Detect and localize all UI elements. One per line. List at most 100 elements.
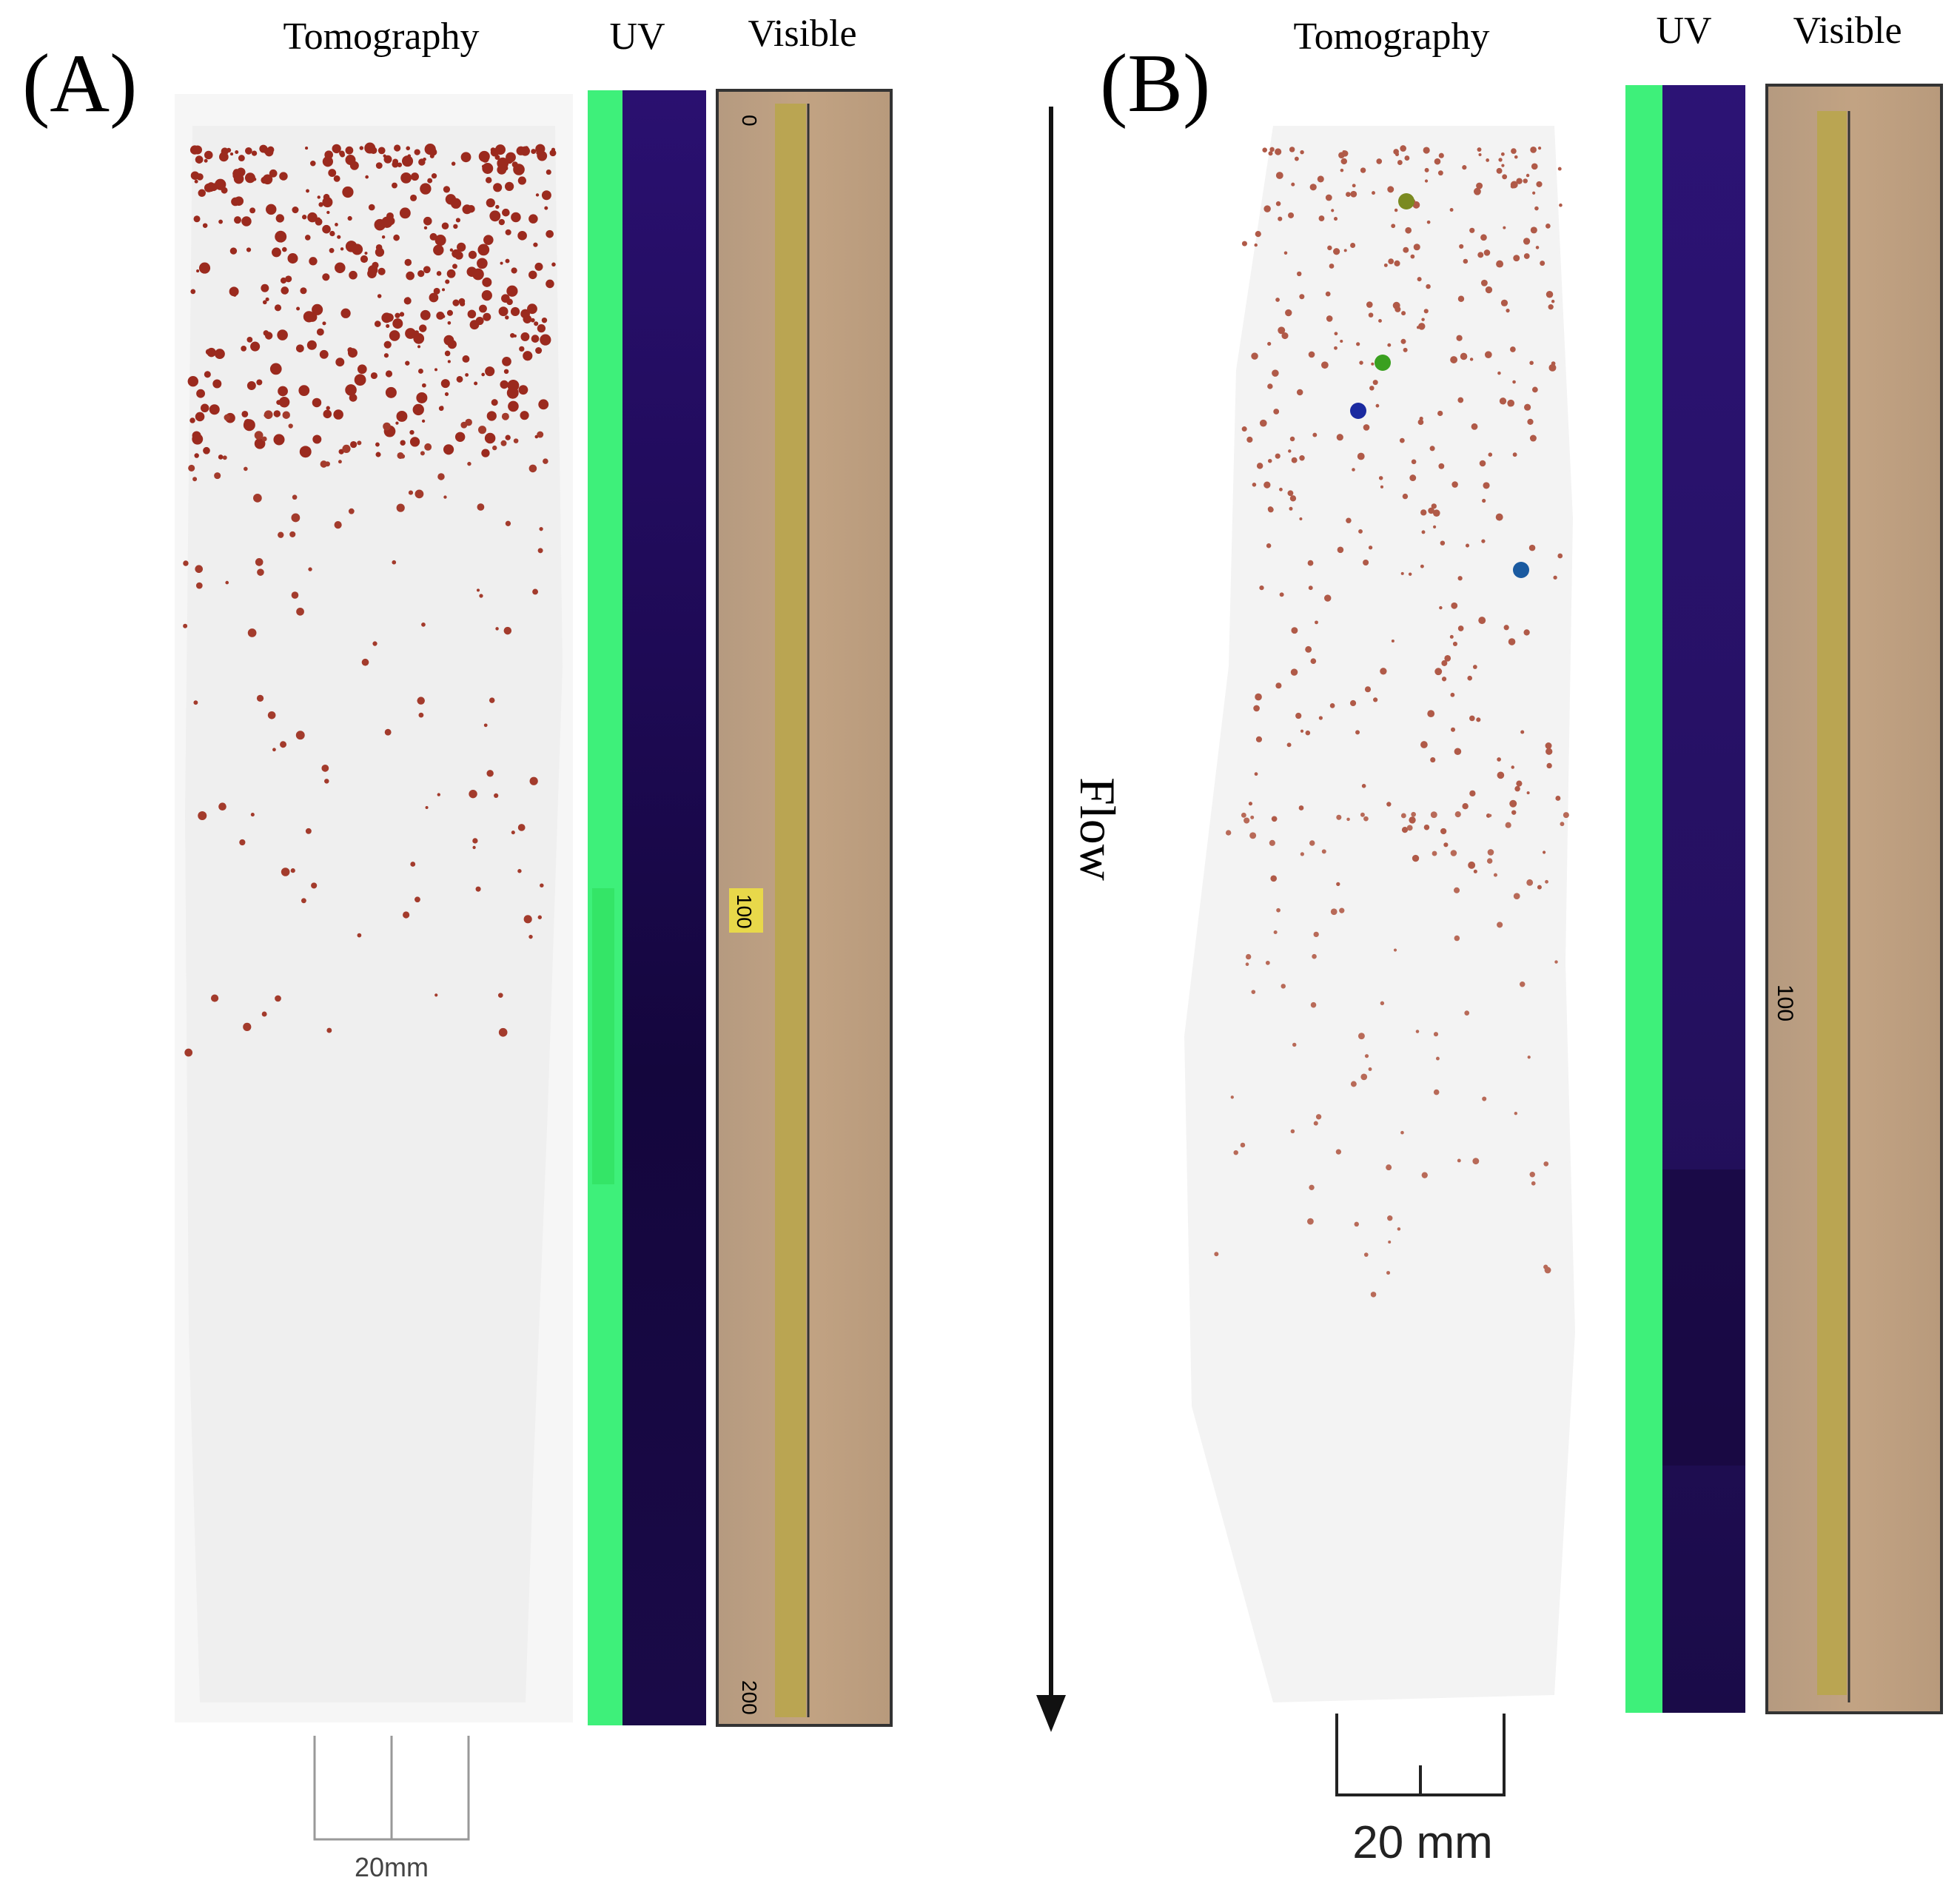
particle <box>312 303 323 315</box>
particle <box>437 473 445 480</box>
particle <box>494 793 499 798</box>
particle <box>1253 705 1260 712</box>
particle <box>1363 559 1369 566</box>
particle <box>1245 953 1252 960</box>
particle <box>537 431 544 438</box>
particle <box>544 206 548 210</box>
particle <box>1428 507 1434 514</box>
particle <box>198 189 206 198</box>
particle <box>261 1011 267 1017</box>
particle <box>500 261 503 265</box>
particle <box>462 355 470 363</box>
particle <box>531 335 540 343</box>
particle <box>1500 152 1505 156</box>
particle <box>1279 487 1283 491</box>
particle <box>1421 530 1426 534</box>
particle <box>337 235 341 239</box>
particle <box>1441 660 1448 666</box>
particle <box>340 247 344 251</box>
particle <box>322 156 334 167</box>
particle <box>1403 246 1409 253</box>
particle <box>481 449 490 457</box>
particle <box>1368 312 1374 318</box>
particle <box>393 234 400 241</box>
particle <box>546 279 554 289</box>
particle <box>1360 167 1366 173</box>
particle <box>505 315 509 320</box>
particle <box>1421 318 1425 321</box>
panel-label: (B) <box>1100 38 1210 130</box>
particle <box>1289 147 1295 152</box>
particle <box>282 411 290 419</box>
particle <box>345 155 356 166</box>
particle <box>241 346 246 352</box>
particle <box>1386 1271 1391 1275</box>
particle <box>395 421 399 425</box>
particle <box>326 210 330 215</box>
particle <box>1298 805 1304 811</box>
particle <box>403 911 410 919</box>
particle <box>189 417 195 423</box>
particle <box>192 477 198 482</box>
particle <box>1259 419 1267 427</box>
particle <box>1315 1114 1322 1120</box>
particle <box>540 334 551 346</box>
particle <box>1291 457 1298 463</box>
particle <box>340 308 351 318</box>
particle <box>413 333 425 344</box>
particle <box>510 332 515 338</box>
particle <box>1326 315 1333 322</box>
particle <box>472 268 484 281</box>
particle <box>1410 254 1415 259</box>
particle <box>415 896 420 903</box>
particle <box>218 802 226 811</box>
particle <box>1313 931 1319 938</box>
particle <box>452 249 460 258</box>
particle <box>1371 362 1375 366</box>
particle <box>1337 546 1344 554</box>
particle <box>517 824 526 831</box>
particle <box>1321 849 1326 854</box>
particle <box>491 399 498 406</box>
particle <box>513 164 521 172</box>
particle <box>296 306 301 311</box>
particle <box>1387 186 1395 193</box>
particle <box>1501 164 1505 167</box>
particle <box>1527 418 1534 426</box>
particle <box>410 194 417 201</box>
particle <box>1375 355 1391 371</box>
particle <box>291 591 299 599</box>
particle <box>1346 817 1350 822</box>
ruler-tag <box>729 888 763 933</box>
particle <box>1395 152 1400 156</box>
particle <box>250 341 261 352</box>
particle <box>1300 150 1304 155</box>
particle <box>1465 543 1470 548</box>
particle <box>443 186 451 193</box>
particle <box>1225 830 1232 836</box>
particle <box>528 214 538 224</box>
particle <box>520 146 531 156</box>
particle <box>277 329 288 340</box>
particle <box>367 269 377 278</box>
particle <box>1265 960 1270 965</box>
visible-ruler <box>775 104 806 1717</box>
particle <box>498 218 506 226</box>
particle <box>1307 560 1314 566</box>
particle <box>342 444 351 453</box>
particle <box>1305 645 1312 653</box>
particle <box>1290 668 1298 676</box>
particle <box>246 247 252 252</box>
particle <box>1440 540 1446 546</box>
particle <box>1486 158 1490 162</box>
particle <box>1398 193 1414 209</box>
particle <box>1420 564 1424 568</box>
particle <box>1299 517 1303 520</box>
particle <box>235 150 239 154</box>
particle <box>1391 224 1396 229</box>
particle <box>537 915 543 919</box>
particle <box>1432 525 1437 528</box>
particle <box>1266 543 1272 548</box>
particle <box>193 700 198 705</box>
particle <box>1373 697 1378 702</box>
